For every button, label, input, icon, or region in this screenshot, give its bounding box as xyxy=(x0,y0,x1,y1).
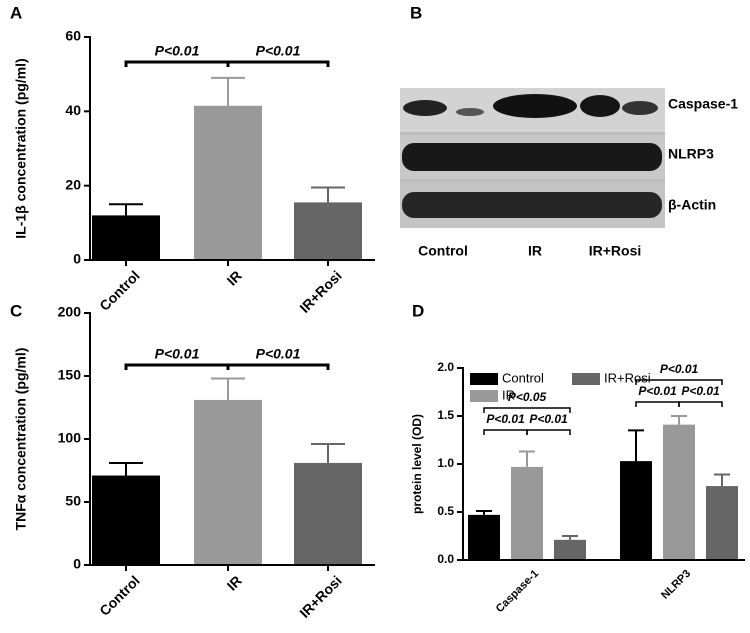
y-tick-label: 100 xyxy=(58,430,82,446)
x-tick-label: Caspase-1 xyxy=(494,568,541,615)
error-bar xyxy=(211,377,245,400)
significance-bracket xyxy=(226,60,330,67)
significance-label: P<0.01 xyxy=(155,346,200,362)
y-tick-label: 150 xyxy=(58,367,82,383)
error-bar xyxy=(628,429,644,462)
band xyxy=(580,95,620,117)
bar xyxy=(511,466,543,560)
significance-label: P<0.01 xyxy=(486,412,525,426)
x-tick-label: Control xyxy=(96,267,143,314)
band xyxy=(403,100,447,116)
panel-label: B xyxy=(410,3,422,22)
y-tick-label: 60 xyxy=(65,28,81,44)
y-tick-label: 2.0 xyxy=(437,360,454,374)
bar xyxy=(663,424,695,560)
significance-bracket xyxy=(124,60,230,67)
legend-swatch xyxy=(572,373,600,385)
blot-column-label: IR xyxy=(528,243,542,259)
band xyxy=(402,192,662,218)
panel-label: D xyxy=(412,301,424,320)
significance-bracket xyxy=(226,363,330,370)
x-tick-label: Control xyxy=(96,572,143,619)
legend-label: IR xyxy=(502,387,515,402)
legend-label: IR+Rosi xyxy=(604,370,651,385)
x-tick-label: NLRP3 xyxy=(659,568,693,602)
blot-column-label: IR+Rosi xyxy=(589,243,642,259)
x-tick-label: IR+Rosi xyxy=(296,572,344,620)
y-tick-label: 0 xyxy=(73,251,81,267)
significance-label: P<0.01 xyxy=(681,384,720,398)
y-tick-label: 1.5 xyxy=(437,408,454,422)
blot-row-label: NLRP3 xyxy=(668,146,714,162)
significance-label: P<0.01 xyxy=(256,346,301,362)
blot-row-label: β-Actin xyxy=(668,197,716,213)
y-tick-label: 1.0 xyxy=(437,456,454,470)
legend-swatch xyxy=(470,390,498,402)
significance-bracket xyxy=(635,401,680,407)
bar xyxy=(554,539,586,560)
bar xyxy=(706,486,738,560)
band xyxy=(402,143,662,171)
x-tick-label: IR+Rosi xyxy=(296,267,344,315)
band xyxy=(456,108,484,116)
error-bar xyxy=(476,510,492,515)
error-bar xyxy=(671,415,687,425)
y-axis-label: TNFα concentration (pg/ml) xyxy=(13,348,29,531)
y-tick-label: 20 xyxy=(65,176,81,192)
significance-label: P<0.01 xyxy=(529,412,568,426)
bar xyxy=(92,215,160,260)
significance-label: P<0.01 xyxy=(660,362,699,376)
error-bar xyxy=(714,473,730,487)
bar xyxy=(468,514,500,560)
legend-label: Control xyxy=(502,370,544,385)
y-tick-label: 50 xyxy=(65,493,81,509)
error-bar xyxy=(519,450,535,467)
significance-bracket xyxy=(483,429,528,435)
panel-label: C xyxy=(10,301,22,320)
x-tick-label: IR xyxy=(224,267,245,288)
bar xyxy=(194,105,262,260)
y-tick-label: 0 xyxy=(73,556,81,572)
significance-bracket xyxy=(526,429,571,435)
y-axis-label: protein level (OD) xyxy=(410,414,424,514)
x-tick-label: IR xyxy=(224,572,245,593)
bar xyxy=(620,461,652,560)
y-tick-label: 0.5 xyxy=(437,504,454,518)
y-tick-label: 40 xyxy=(65,102,81,118)
error-bar xyxy=(211,76,245,106)
band xyxy=(622,101,658,115)
legend-swatch xyxy=(470,373,498,385)
significance-label: P<0.05 xyxy=(508,390,547,404)
blot-row-label: Caspase-1 xyxy=(668,96,738,112)
blot-column-label: Control xyxy=(418,243,468,259)
bar xyxy=(92,475,160,565)
error-bar xyxy=(311,186,345,203)
significance-bracket xyxy=(635,379,723,385)
error-bar xyxy=(109,203,143,216)
significance-label: P<0.01 xyxy=(638,384,677,398)
significance-label: P<0.01 xyxy=(155,43,200,59)
error-bar xyxy=(562,535,578,540)
panel-label: A xyxy=(10,3,22,22)
significance-label: P<0.01 xyxy=(256,43,301,59)
significance-bracket xyxy=(124,363,230,370)
y-tick-label: 0.0 xyxy=(437,552,454,566)
blot-image xyxy=(400,88,665,228)
band xyxy=(493,94,577,118)
error-bar xyxy=(311,443,345,463)
bar xyxy=(194,399,262,565)
significance-bracket xyxy=(483,407,571,413)
bar xyxy=(294,462,362,565)
error-bar xyxy=(109,461,143,476)
bar xyxy=(294,202,362,260)
significance-bracket xyxy=(678,401,723,407)
y-axis-label: IL-1β concentration (pg/ml) xyxy=(13,58,29,238)
y-tick-label: 200 xyxy=(58,304,82,320)
